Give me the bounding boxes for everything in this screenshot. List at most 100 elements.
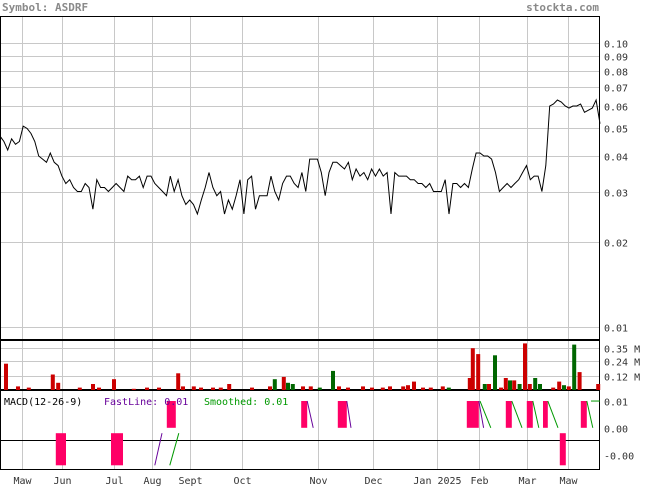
volume-bar bbox=[527, 384, 532, 390]
price-tick-label: 0.07 bbox=[604, 84, 628, 95]
volume-bar bbox=[401, 386, 406, 390]
volume-bar bbox=[388, 386, 392, 390]
macd-bar bbox=[466, 401, 479, 428]
volume-bar bbox=[551, 387, 556, 390]
macd-bar bbox=[337, 401, 347, 428]
volume-bar bbox=[301, 386, 305, 390]
volume-bar bbox=[157, 387, 161, 390]
volume-bar bbox=[346, 387, 350, 390]
volume-bars bbox=[4, 343, 601, 390]
x-tick-label: Maw bbox=[559, 476, 578, 486]
macd-bar bbox=[526, 401, 533, 428]
volume-bar bbox=[493, 355, 497, 390]
price-tick-label: 0.03 bbox=[604, 189, 628, 200]
price-tick-label: 0.04 bbox=[604, 153, 628, 164]
macd-fastline-segment bbox=[154, 433, 163, 466]
volume-bar bbox=[268, 386, 272, 390]
macd-smoothed-segment bbox=[532, 400, 540, 428]
grid-layer bbox=[0, 17, 600, 470]
volume-bar bbox=[428, 387, 433, 390]
volume-bar bbox=[250, 387, 254, 390]
x-tick-label: Sept bbox=[178, 476, 202, 486]
volume-bar bbox=[26, 387, 31, 390]
volume-bar bbox=[218, 387, 223, 390]
macd-tick-label: 0.01 bbox=[604, 398, 628, 409]
volume-bar bbox=[176, 373, 181, 390]
x-tick-label: Oct bbox=[233, 476, 251, 486]
price-panel-frame bbox=[0, 16, 600, 340]
x-tick-label: Jul bbox=[105, 476, 123, 486]
price-tick-label: 0.06 bbox=[604, 103, 628, 114]
volume-bar bbox=[557, 381, 562, 390]
volume-bar bbox=[199, 387, 203, 390]
price-tick-label: 0.09 bbox=[604, 53, 628, 64]
volume-bar bbox=[4, 363, 8, 390]
volume-bar bbox=[361, 386, 365, 390]
volume-bar bbox=[97, 387, 101, 390]
macd-smoothed-segment bbox=[479, 400, 492, 429]
volume-panel-frame bbox=[0, 340, 600, 390]
volume-bar bbox=[181, 386, 185, 390]
macd-fastline-label: FastLine: 0.01 bbox=[104, 397, 188, 408]
macd-tick-label: -0.00 bbox=[604, 452, 634, 463]
volume-bar bbox=[290, 384, 295, 390]
volume-bar bbox=[56, 382, 61, 390]
site-label[interactable]: stockta.com bbox=[526, 1, 599, 14]
macd-title: MACD(12-26-9) bbox=[4, 397, 82, 408]
macd-smoothed-segment bbox=[586, 400, 594, 428]
volume-bar bbox=[145, 387, 149, 390]
x-tick-label: Jun bbox=[53, 476, 71, 486]
volume-bar bbox=[286, 382, 290, 390]
volume-bar bbox=[517, 384, 522, 390]
volume-bar bbox=[467, 378, 472, 390]
macd-axis: 0.01 0.00 -0.00 bbox=[604, 398, 634, 463]
x-axis-labels: Maw Jun Jul Aug Sept Oct Nov Dec Jan 2025 Feb Mar M… bbox=[13, 476, 578, 487]
macd-bar bbox=[301, 401, 308, 428]
volume-bar bbox=[538, 384, 542, 390]
volume-bar bbox=[406, 385, 410, 390]
volume-bar bbox=[308, 386, 313, 390]
volume-bar bbox=[487, 384, 491, 390]
volume-bar bbox=[446, 387, 451, 390]
volume-bar bbox=[370, 387, 374, 390]
volume-bar bbox=[421, 387, 425, 390]
volume-bar bbox=[227, 384, 232, 390]
volume-tick-label: 0.35 M bbox=[604, 345, 640, 356]
price-tick-label: 0.08 bbox=[604, 68, 628, 79]
volume-axis: 0.35 M 0.24 M 0.12 M bbox=[604, 345, 640, 384]
volume-tick-label: 0.24 M bbox=[604, 358, 640, 369]
macd-bar bbox=[559, 433, 566, 466]
x-tick-label: Mar bbox=[518, 476, 536, 486]
price-tick-label: 0.05 bbox=[604, 125, 628, 136]
macd-bar bbox=[111, 433, 123, 466]
volume-bar bbox=[272, 379, 277, 390]
x-tick-label: Feb bbox=[470, 476, 488, 486]
volume-bar bbox=[380, 387, 385, 390]
price-tick-label: 0.02 bbox=[604, 239, 628, 250]
macd-smoothed-segment bbox=[169, 433, 180, 466]
macd-tick-label: 0.00 bbox=[604, 425, 628, 436]
macd-fastline-segment bbox=[306, 400, 314, 428]
macd-bar bbox=[505, 401, 512, 428]
x-tick-label: Nov bbox=[309, 476, 327, 486]
macd-histogram bbox=[55, 401, 587, 466]
macd-bar bbox=[55, 433, 66, 466]
volume-bar bbox=[50, 374, 55, 390]
x-tick-label: Dec bbox=[364, 476, 382, 486]
volume-bar bbox=[533, 378, 538, 390]
volume-bar bbox=[482, 384, 487, 390]
macd-fastline-segment bbox=[478, 400, 485, 428]
volume-bar bbox=[566, 386, 571, 390]
volume-bar bbox=[337, 386, 341, 390]
macd-bar bbox=[166, 401, 176, 428]
x-tick-label: Aug bbox=[143, 476, 161, 486]
volume-bar bbox=[440, 386, 445, 390]
volume-bar bbox=[191, 386, 196, 390]
volume-bar bbox=[596, 384, 601, 390]
volume-bar bbox=[512, 380, 517, 390]
volume-bar bbox=[412, 381, 416, 390]
volume-bar bbox=[476, 354, 481, 390]
macd-fastline-segment bbox=[346, 400, 352, 428]
